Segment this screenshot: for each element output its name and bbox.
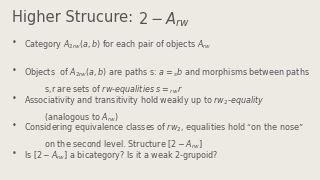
Text: •: • [12,122,17,130]
Text: $\mathit{2 - A_{rw}}$: $\mathit{2 - A_{rw}}$ [138,10,190,29]
Text: Considering equivalence classes of $rw_2$, equalities hold “on the nose”
       : Considering equivalence classes of $rw_2… [24,122,304,151]
Text: Category $A_{2rw}(a,b)$ for each pair of objects $A_{rw}$: Category $A_{2rw}(a,b)$ for each pair of… [24,38,212,51]
Text: Objects  of $A_{2rw}(a,b)$ are paths s: $a =_s b$ and morphisms between paths
  : Objects of $A_{2rw}(a,b)$ are paths s: $… [24,66,310,96]
Text: •: • [12,66,17,75]
Text: Higher Strucure:: Higher Strucure: [12,10,138,25]
Text: •: • [12,94,17,103]
Text: Is $[2 - A_{rw}]$ a bicategory? Is it a weak 2-grupoid?: Is $[2 - A_{rw}]$ a bicategory? Is it a … [24,149,219,162]
Text: Associativity and transitivity hold weakly up to $rw_2$-$equality$
        (anal: Associativity and transitivity hold weak… [24,94,265,124]
Text: •: • [12,38,17,47]
Text: •: • [12,149,17,158]
